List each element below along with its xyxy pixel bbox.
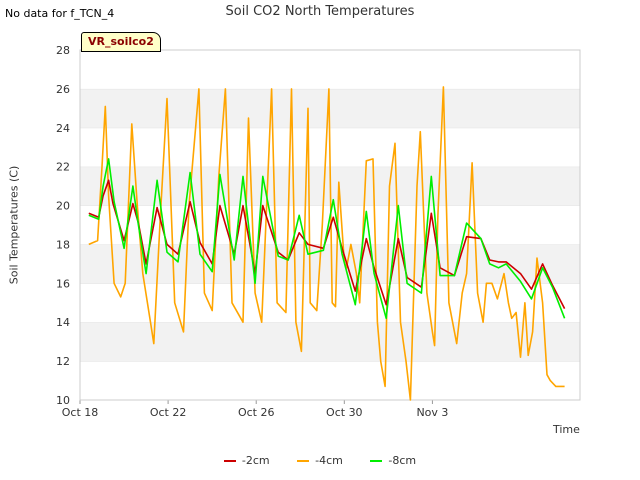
legend-label-2cm: -2cm (241, 454, 270, 467)
x-axis-ticks: Oct 18 Oct 22 Oct 26 Oct 30 Nov 3 (62, 400, 448, 419)
series-line-8cm (88, 158, 566, 320)
y-tick-label: 16 (56, 277, 70, 290)
legend-label-4cm: -4cm (315, 454, 343, 467)
x-tick-label: Oct 22 (150, 406, 187, 419)
grid-band (80, 50, 580, 89)
legend: -2cm -4cm -8cm (0, 454, 640, 467)
y-axis-label: Soil Temperatures (C) (7, 165, 21, 285)
legend-item-4cm[interactable]: -4cm (297, 454, 343, 467)
legend-swatch-8cm (370, 460, 383, 462)
x-tick-label: Oct 18 (62, 406, 99, 419)
legend-item-2cm[interactable]: -2cm (223, 454, 270, 467)
legend-swatch-4cm (297, 460, 310, 462)
grid-band (80, 244, 580, 284)
y-tick-label: 28 (56, 44, 70, 57)
series-lines (88, 86, 566, 401)
grid-band (80, 283, 580, 323)
grid-band (80, 361, 580, 400)
x-tick-label: Oct 26 (238, 406, 275, 419)
legend-label-8cm: -8cm (388, 454, 417, 467)
no-data-note: No data for f_TCN_4 (5, 7, 115, 20)
plot-area-frame (79, 49, 581, 401)
legend-item-8cm[interactable]: -8cm (370, 454, 416, 467)
grid-band (80, 322, 580, 362)
y-axis-ticks: 10 12 14 16 18 20 22 24 26 28 (56, 44, 70, 407)
y-tick-label: 20 (56, 200, 70, 213)
y-tick-label: 12 (56, 355, 70, 368)
chart-title: Soil CO2 North Temperatures (225, 4, 415, 19)
y-tick-label: 24 (56, 122, 70, 135)
y-tick-label: 22 (56, 161, 70, 174)
y-tick-label: 10 (56, 394, 70, 407)
legend-swatch-2cm (223, 460, 236, 462)
y-tick-label: 18 (56, 238, 70, 251)
series-line-4cm (88, 86, 565, 401)
x-tick-label: Nov 3 (416, 406, 448, 419)
y-tick-label: 26 (56, 83, 70, 96)
x-tick-label: Oct 30 (326, 406, 363, 419)
x-axis-label: Time (553, 423, 580, 436)
y-tick-label: 14 (56, 316, 70, 329)
station-badge: VR_soilco2 (81, 32, 161, 52)
